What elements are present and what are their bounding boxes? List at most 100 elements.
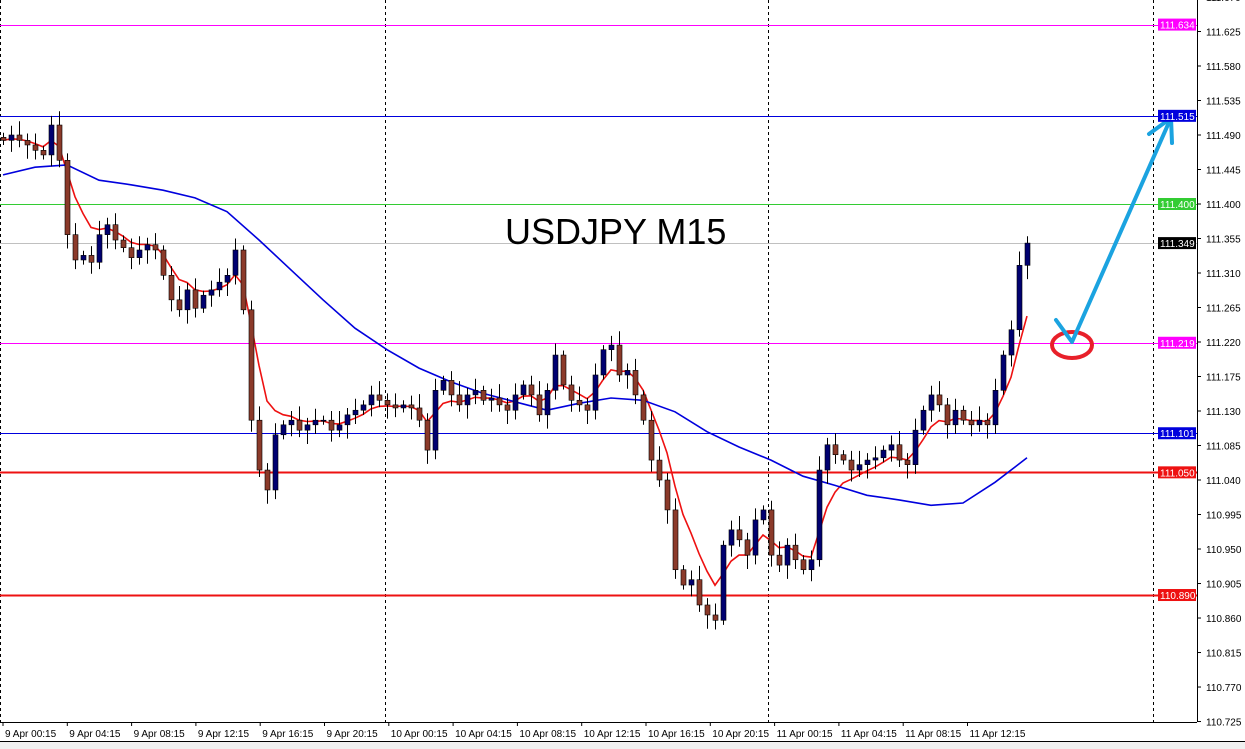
bull-candle bbox=[8, 134, 15, 141]
level-price-tag bbox=[1158, 427, 1196, 440]
bear-candle bbox=[560, 354, 567, 386]
price-tick-label: 111.400 bbox=[1206, 200, 1241, 211]
bear-candle bbox=[640, 394, 647, 421]
time-tick-label: 10 Apr 20:15 bbox=[712, 729, 769, 740]
bear-candle bbox=[800, 559, 807, 571]
bear-candle bbox=[40, 150, 47, 156]
bear-candle bbox=[448, 380, 455, 396]
bull-candle bbox=[80, 255, 87, 261]
bear-candle bbox=[88, 255, 95, 263]
bear-candle bbox=[656, 459, 663, 481]
bear-candle bbox=[72, 234, 79, 261]
bear-candle bbox=[848, 459, 855, 471]
bull-candle bbox=[96, 234, 103, 263]
bear-candle bbox=[296, 419, 303, 431]
blue-arrow-annotation bbox=[1054, 118, 1172, 344]
bull-candle bbox=[1000, 354, 1007, 391]
candles bbox=[0, 111, 1031, 630]
price-tick-label: 111.220 bbox=[1206, 338, 1241, 349]
time-tick-label: 10 Apr 00:15 bbox=[391, 729, 448, 740]
price-tags: 111.634 111.515 111.400 111.219 111.101 111.0… bbox=[1158, 18, 1196, 602]
price-tick-label: 111.490 bbox=[1206, 131, 1241, 142]
price-tick-label: 111.670 bbox=[1206, 0, 1241, 4]
bull-candle bbox=[992, 390, 999, 426]
bear-candle bbox=[56, 124, 63, 161]
level-price-tag-label: 111.050 bbox=[1160, 468, 1195, 479]
bull-candle bbox=[232, 249, 239, 276]
bear-candle bbox=[424, 419, 431, 451]
price-tick-label: 111.130 bbox=[1206, 407, 1241, 418]
bull-candle bbox=[288, 419, 295, 426]
moving-averages bbox=[2, 137, 1028, 587]
bear-candle bbox=[960, 409, 967, 421]
level-price-tag bbox=[1158, 589, 1196, 602]
bear-candle bbox=[456, 394, 463, 406]
bull-candle bbox=[624, 370, 631, 376]
bull-candle bbox=[216, 281, 223, 291]
bull-candle bbox=[720, 544, 727, 621]
bear-candle bbox=[840, 454, 847, 461]
level-price-tag-label: 111.634 bbox=[1160, 21, 1195, 32]
bull-candle bbox=[608, 344, 615, 350]
bull-candle bbox=[1016, 265, 1023, 331]
bull-candle bbox=[368, 394, 375, 406]
bull-candle bbox=[488, 397, 495, 401]
chart-title: USDJPY M15 bbox=[505, 211, 726, 252]
bull-candle bbox=[1008, 329, 1015, 356]
red-circle-annotation bbox=[1050, 330, 1094, 360]
price-tick-label: 111.265 bbox=[1206, 304, 1241, 315]
time-tick-label: 11 Apr 00:15 bbox=[777, 729, 833, 740]
bull-candle bbox=[520, 384, 527, 396]
bear-candle bbox=[528, 384, 535, 396]
bull-candle bbox=[200, 294, 207, 309]
price-tick-label: 111.085 bbox=[1206, 442, 1241, 453]
bull-candle bbox=[352, 409, 359, 416]
bull-candle bbox=[144, 244, 151, 251]
bear-candle bbox=[704, 604, 711, 616]
bear-candle bbox=[264, 469, 271, 491]
bear-candle bbox=[32, 144, 39, 151]
bear-candle bbox=[0, 136, 7, 141]
bear-candle bbox=[632, 370, 639, 396]
bear-candle bbox=[384, 399, 391, 406]
bull-candle bbox=[552, 354, 559, 391]
bull-candle bbox=[752, 519, 759, 556]
bear-candle bbox=[584, 404, 591, 411]
bull-candle bbox=[864, 459, 871, 465]
bull-candle bbox=[312, 419, 319, 426]
bear-candle bbox=[616, 344, 623, 376]
bear-candle bbox=[768, 509, 775, 556]
bear-candle bbox=[376, 394, 383, 401]
day-separators bbox=[0, 0, 1154, 722]
time-tick-label: 9 Apr 16:15 bbox=[262, 729, 314, 740]
bear-candle bbox=[152, 244, 159, 251]
bottom-bar bbox=[0, 741, 1245, 749]
bear-candle bbox=[128, 247, 135, 258]
time-tick-label: 10 Apr 16:15 bbox=[648, 729, 705, 740]
bull-candle bbox=[888, 444, 895, 451]
bear-candle bbox=[256, 419, 263, 471]
bear-candle bbox=[112, 224, 119, 241]
bear-candle bbox=[936, 394, 943, 406]
current-price-tag bbox=[1158, 237, 1196, 250]
bull-candle bbox=[440, 380, 447, 391]
bull-candle bbox=[880, 449, 887, 459]
bear-candle bbox=[712, 614, 719, 621]
bull-candle bbox=[224, 275, 231, 283]
bull-candle bbox=[912, 429, 919, 465]
bear-candle bbox=[120, 239, 127, 249]
bear-candle bbox=[504, 404, 511, 411]
bear-candle bbox=[24, 140, 31, 146]
level-price-tag bbox=[1158, 198, 1196, 210]
bull-candle bbox=[808, 559, 815, 571]
bull-candle bbox=[280, 424, 287, 436]
time-tick-label: 11 Apr 04:15 bbox=[841, 729, 897, 740]
bear-candle bbox=[328, 419, 335, 431]
price-tick-label: 110.770 bbox=[1206, 683, 1242, 694]
bull-candle bbox=[1024, 242, 1031, 266]
bull-candle bbox=[472, 390, 479, 396]
bull-candle bbox=[184, 289, 191, 311]
price-tick-label: 111.625 bbox=[1206, 27, 1241, 38]
time-tick-label: 10 Apr 12:15 bbox=[584, 729, 641, 740]
bear-candle bbox=[408, 404, 415, 409]
